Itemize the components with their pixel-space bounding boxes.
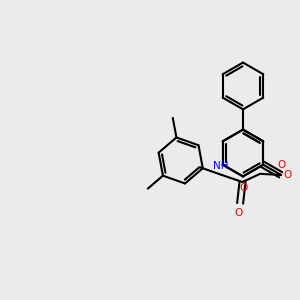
Text: O: O [239, 183, 248, 193]
Text: NH: NH [213, 161, 229, 171]
Text: O: O [277, 160, 285, 170]
Text: O: O [235, 208, 243, 218]
Text: O: O [283, 170, 291, 180]
